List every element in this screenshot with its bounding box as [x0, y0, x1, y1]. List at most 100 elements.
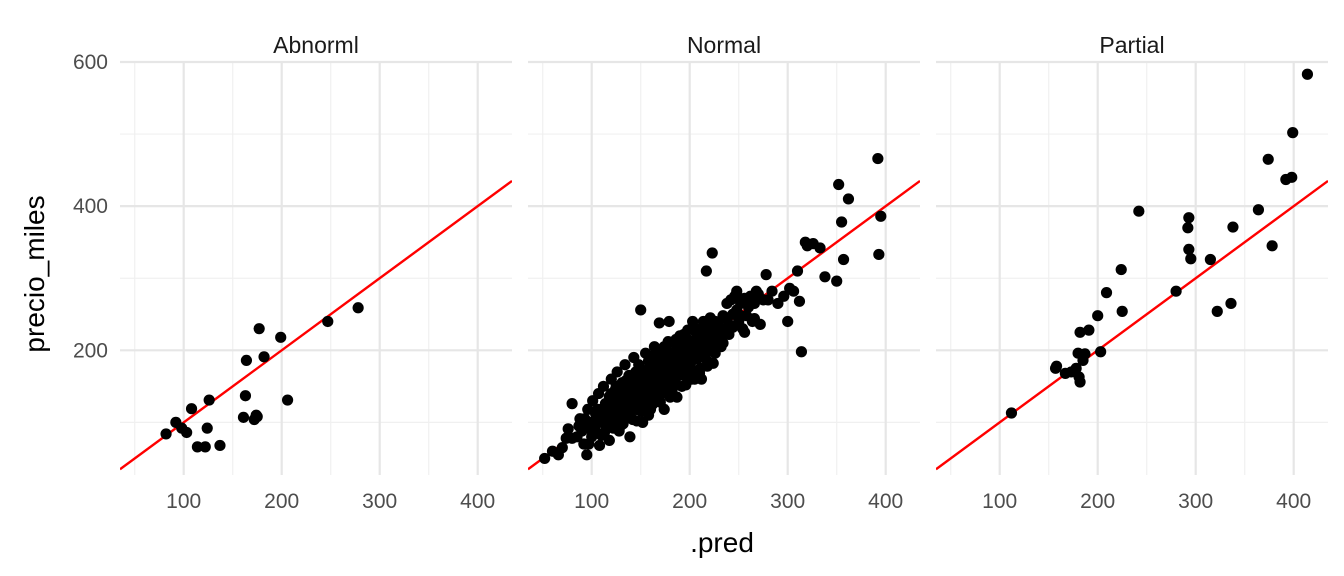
facet-strip-label: Normal	[687, 32, 761, 58]
data-point	[593, 439, 606, 452]
x-tick-label: 100	[574, 490, 609, 513]
data-point	[214, 439, 226, 452]
x-tick-label: 300	[1178, 490, 1213, 513]
data-point	[239, 390, 252, 402]
data-point	[1095, 346, 1107, 358]
x-tick-label: 400	[460, 490, 495, 513]
x-axis-title: .pred	[690, 527, 754, 558]
data-point	[1079, 348, 1091, 360]
data-point	[581, 449, 593, 461]
data-point	[1050, 360, 1063, 372]
data-point	[203, 394, 215, 406]
data-point	[1133, 205, 1145, 217]
panel-grid	[528, 60, 920, 475]
data-point	[653, 317, 665, 329]
data-point	[185, 403, 198, 415]
data-point	[701, 360, 713, 372]
x-tick-label: 200	[1080, 490, 1115, 513]
y-tick-label: 400	[73, 195, 108, 218]
reference-line	[120, 179, 512, 471]
data-point	[1182, 222, 1194, 234]
data-point	[700, 265, 712, 277]
data-point	[1266, 240, 1278, 252]
data-point	[719, 312, 731, 325]
data-point	[199, 441, 211, 453]
data-point	[611, 366, 623, 378]
data-point	[258, 351, 270, 363]
facet-strip-label: Partial	[1099, 32, 1164, 58]
data-point	[595, 429, 608, 441]
data-point	[657, 379, 669, 391]
data-point	[795, 346, 808, 358]
data-point	[717, 337, 729, 349]
data-point	[663, 315, 675, 328]
data-point	[833, 178, 845, 191]
data-point	[664, 391, 676, 403]
data-point	[766, 285, 778, 297]
data-point	[711, 318, 723, 330]
y-axis-title: precio_miles	[19, 195, 50, 352]
data-point	[814, 242, 826, 254]
x-tick-label: 400	[868, 490, 903, 513]
panel-grid	[936, 60, 1328, 475]
x-tick-label: 100	[982, 490, 1017, 513]
scatter-points	[1005, 68, 1314, 419]
data-point	[778, 290, 790, 302]
data-point	[201, 422, 213, 434]
data-point	[1252, 204, 1265, 216]
data-point	[748, 297, 760, 310]
data-point	[1170, 285, 1182, 297]
data-point	[1211, 305, 1223, 317]
data-point	[1183, 243, 1195, 255]
data-point	[738, 326, 751, 338]
x-tick-label: 400	[1276, 490, 1311, 513]
y-axis-tick-labels: 200 400 600	[73, 51, 108, 362]
data-point	[574, 413, 586, 425]
data-point	[683, 334, 695, 346]
data-point	[1116, 305, 1128, 317]
data-point	[668, 377, 680, 389]
data-point	[1074, 326, 1086, 338]
data-point	[697, 323, 710, 335]
data-point	[251, 411, 263, 423]
data-point	[793, 295, 806, 307]
data-point	[1005, 407, 1018, 419]
data-point	[748, 312, 760, 325]
data-point	[237, 411, 250, 423]
data-point	[539, 452, 551, 465]
data-point	[1074, 376, 1086, 388]
data-point	[784, 282, 796, 294]
facet-strip-label: Abnorml	[273, 32, 359, 58]
x-tick-label: 200	[264, 490, 299, 513]
data-point	[562, 423, 574, 435]
facet-panel-partial: Partial 100 200 300 400	[936, 32, 1328, 513]
data-point	[644, 403, 657, 416]
y-tick-label: 600	[73, 51, 108, 74]
x-tick-label: 300	[362, 490, 397, 513]
data-point	[1070, 362, 1082, 374]
x-tick-label: 100	[166, 490, 201, 513]
data-point	[253, 323, 265, 335]
data-point	[191, 441, 204, 453]
data-point	[281, 394, 294, 406]
data-point	[1301, 68, 1314, 80]
data-point	[1115, 263, 1127, 276]
data-point	[578, 438, 590, 450]
data-point	[686, 373, 698, 385]
data-point	[160, 428, 172, 440]
data-point	[693, 367, 706, 379]
data-point	[566, 398, 578, 410]
scatter-points	[160, 302, 364, 453]
data-point	[1286, 171, 1298, 183]
x-tick-label: 300	[770, 490, 805, 513]
data-point	[635, 304, 647, 316]
data-point	[1092, 310, 1104, 322]
data-point	[546, 445, 559, 457]
data-point	[760, 269, 772, 281]
data-point	[654, 396, 666, 408]
data-point	[275, 331, 287, 343]
data-point	[831, 275, 843, 287]
x-tick-label: 200	[672, 490, 707, 513]
